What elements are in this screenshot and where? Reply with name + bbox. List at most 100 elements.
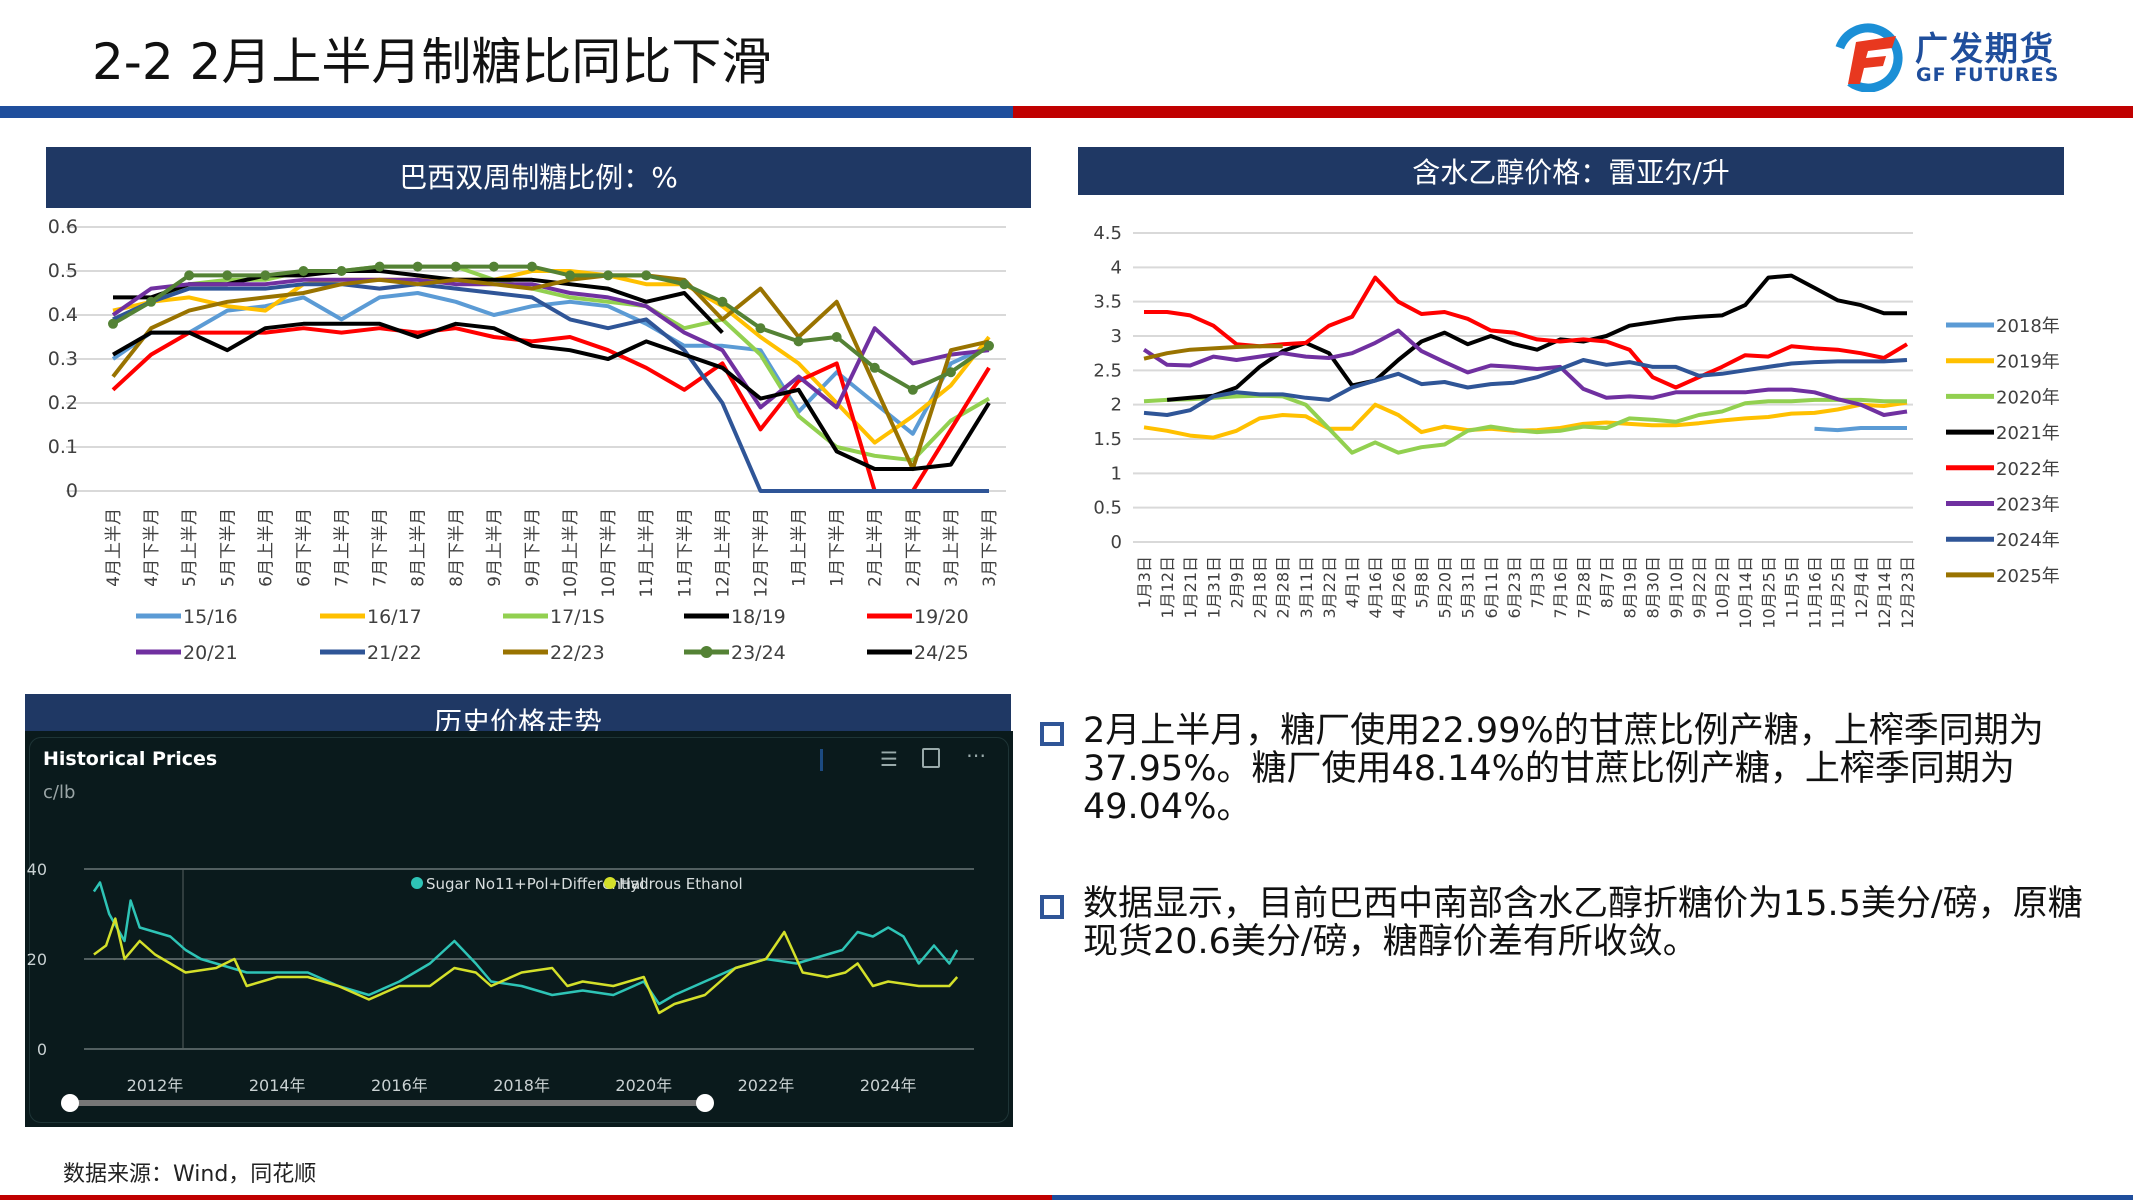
- y-tick-label: 0.4: [48, 304, 78, 326]
- series-marker: [793, 336, 804, 347]
- series-marker: [641, 270, 652, 281]
- series-marker: [488, 261, 499, 272]
- series-line-17/1S: [112, 264, 991, 463]
- x-tick-label: 11月5日: [1782, 556, 1801, 619]
- series-marker: [374, 261, 385, 272]
- y-tick-label: 0: [37, 1040, 47, 1059]
- legend-label: 2025年: [1996, 566, 2060, 587]
- legend-label: 24/25: [914, 642, 969, 664]
- y-tick-label: 0.3: [48, 348, 78, 370]
- bullet-text: 2月上半月，糖厂使用22.99%的甘蔗比例产糖，上榨季同期为37.95%。糖厂使…: [1083, 711, 2044, 827]
- series-marker: [184, 270, 195, 281]
- legend-label: 2022年: [1996, 459, 2060, 480]
- y-tick-label: 1.5: [1093, 429, 1122, 450]
- x-tick-label: 8月下半月: [447, 508, 467, 587]
- x-tick-label: 2月上半月: [866, 508, 886, 587]
- legend-label: 2021年: [1996, 423, 2060, 444]
- header-divider-blue: [0, 106, 1013, 118]
- legend-label: 18/19: [731, 606, 786, 628]
- x-tick-label: 2月18日: [1251, 556, 1270, 619]
- logo-cn: 广发期货: [1915, 29, 2055, 68]
- x-tick-label: 10月2日: [1713, 556, 1732, 619]
- series-marker: [869, 362, 880, 373]
- series-line-20/21: [111, 277, 990, 410]
- x-tick-label: 4月下半月: [142, 508, 162, 587]
- x-tick-label: 2012年: [127, 1076, 184, 1095]
- series-marker: [526, 261, 537, 272]
- x-tick-label: 9月下半月: [523, 508, 543, 587]
- x-tick-label: 2月9日: [1227, 556, 1246, 608]
- x-tick-label: 7月28日: [1574, 556, 1593, 619]
- series-line-2023年: [1142, 328, 1908, 417]
- x-tick-label: 1月31日: [1204, 556, 1223, 619]
- x-tick-label: 7月下半月: [371, 508, 391, 587]
- more-options-icon[interactable]: ⋯: [966, 743, 986, 767]
- series-marker: [945, 367, 956, 378]
- series-line-22/23: [111, 273, 990, 471]
- y-tick-label: 3.5: [1093, 292, 1122, 313]
- x-tick-label: 8月30日: [1644, 556, 1663, 619]
- x-tick-label: 10月14日: [1736, 556, 1755, 629]
- x-tick-label: 5月下半月: [218, 508, 238, 587]
- x-tick-label: 4月1日: [1343, 556, 1362, 608]
- legend-label: 22/23: [550, 642, 605, 664]
- range-slider-handle[interactable]: [696, 1094, 714, 1112]
- x-tick-label: 1月3日: [1135, 556, 1154, 608]
- historical-panel-title: 历史价格走势: [25, 694, 1011, 735]
- x-tick-label: 5月上半月: [180, 508, 200, 587]
- x-tick-label: 11月25日: [1829, 556, 1848, 629]
- series-marker: [984, 340, 994, 351]
- series-marker: [222, 270, 233, 281]
- series-line-2018年: [1814, 426, 1907, 433]
- x-tick-label: 3月下半月: [980, 508, 1000, 587]
- x-tick-label: 3月22日: [1320, 556, 1339, 619]
- x-tick-label: 12月上半月: [713, 508, 733, 598]
- x-tick-label: 2018年: [493, 1076, 550, 1095]
- unit-label: c/lb: [43, 782, 76, 803]
- x-tick-label: 4月上半月: [104, 508, 124, 587]
- legend-label: 20/21: [183, 642, 238, 664]
- data-source: 数据来源：Wind，同花顺: [63, 1162, 317, 1187]
- footer-divider-blue: [1052, 1195, 2133, 1200]
- x-tick-label: 2014年: [249, 1076, 306, 1095]
- bullet-square-icon: [1040, 895, 1064, 919]
- sugar-mix-chart: 0 0.1 0.2 0.3 0.4 0.5 0.6 4月上半月 4月下半月 5月上半月 5月下半月 6…: [48, 216, 1006, 664]
- y-tick-label: 0: [1111, 532, 1122, 553]
- x-tick-label: 9月上半月: [485, 508, 505, 587]
- x-tick-label: 10月下半月: [599, 508, 619, 598]
- y-tick-label: 1: [1111, 463, 1122, 484]
- x-tick-label: 5月8日: [1412, 556, 1431, 608]
- commentary: 2月上半月，糖厂使用22.99%的甘蔗比例产糖，上榨季同期为37.95%。糖厂使…: [1038, 712, 2098, 1020]
- legend-label: 2019年: [1996, 352, 2060, 373]
- legend-label: 16/17: [367, 606, 422, 628]
- y-tick-label: 0: [66, 480, 78, 502]
- x-tick-label: 4月26日: [1389, 556, 1408, 619]
- x-tick-label: 2月28日: [1274, 556, 1293, 619]
- x-tick-label: 2024年: [860, 1076, 917, 1095]
- legend-marker: [700, 646, 713, 658]
- y-tick-label: 0.2: [48, 392, 78, 414]
- historical-prices-panel: Historical Prices c/lb ☰ ⋯ 0 20 40 2012年 201…: [25, 731, 1013, 1127]
- legend-label: Hydrous Ethanol: [619, 875, 743, 893]
- x-tick-label: 6月下半月: [294, 508, 314, 587]
- x-tick-label: 12月下半月: [751, 508, 771, 598]
- x-tick-label: 3月11日: [1297, 556, 1316, 619]
- legend-label: 2023年: [1996, 495, 2060, 516]
- info-icon[interactable]: [820, 749, 823, 771]
- series-line-2024年: [1143, 358, 1908, 417]
- filter-icon[interactable]: ☰: [880, 747, 898, 771]
- x-tick-label: 5月20日: [1436, 556, 1455, 619]
- x-tick-label: 6月11日: [1482, 556, 1501, 619]
- x-tick-label: 12月4日: [1852, 556, 1871, 619]
- x-tick-label: 12月14日: [1875, 556, 1894, 629]
- range-slider-handle[interactable]: [61, 1094, 79, 1112]
- x-tick-label: 10月上半月: [561, 508, 581, 598]
- series-line-21/22: [112, 282, 989, 493]
- x-tick-label: 11月下半月: [675, 508, 695, 598]
- series-marker: [336, 266, 347, 276]
- series-line-16/17: [112, 269, 991, 445]
- expand-icon[interactable]: [922, 748, 940, 768]
- x-tick-label: 4月16日: [1366, 556, 1385, 619]
- legend-label: 23/24: [731, 642, 786, 664]
